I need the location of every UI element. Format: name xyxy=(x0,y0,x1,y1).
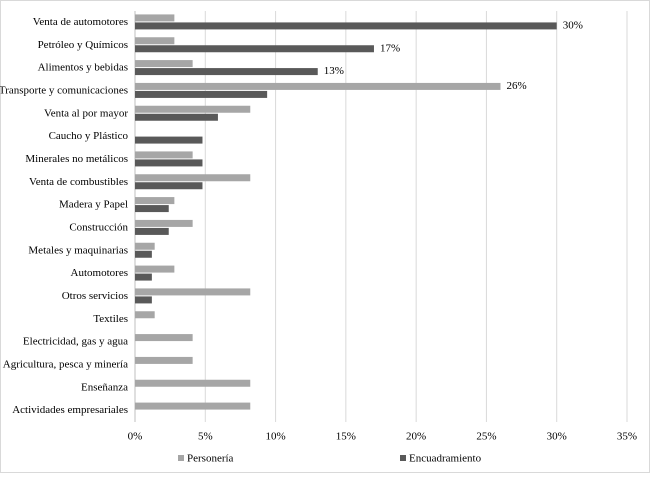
bar xyxy=(135,311,155,319)
y-tick-label: Transporte y comunicaciones xyxy=(0,84,128,96)
y-tick-label: Venta de automotores xyxy=(33,16,128,28)
x-tick-label: 5% xyxy=(198,431,213,443)
bar xyxy=(135,219,193,227)
bar xyxy=(135,159,203,167)
y-tick-label: Petróleo y Químicos xyxy=(38,39,128,51)
bar xyxy=(135,402,251,410)
y-tick-label: Metales y maquinarias xyxy=(28,244,128,256)
legend-swatch xyxy=(400,455,406,461)
y-tick-label: Minerales no metálicos xyxy=(25,153,128,165)
legend-label: Personería xyxy=(187,453,234,465)
x-tick-label: 20% xyxy=(406,431,426,443)
y-tick-label: Otros servicios xyxy=(62,290,128,302)
x-tick-label: 0% xyxy=(128,431,143,443)
x-tick-label: 15% xyxy=(336,431,356,443)
bar xyxy=(135,151,193,159)
bar xyxy=(135,356,193,364)
value-label: 30% xyxy=(563,19,583,31)
bar xyxy=(135,273,152,281)
bar xyxy=(135,242,155,250)
bar xyxy=(135,113,218,121)
y-tick-label: Construcción xyxy=(69,221,128,233)
bar xyxy=(135,14,175,22)
bar xyxy=(135,82,501,90)
y-tick-label: Caucho y Plástico xyxy=(49,130,129,142)
y-tick-label: Alimentos y bebidas xyxy=(38,62,128,74)
y-tick-label: Madera y Papel xyxy=(59,199,128,211)
bar xyxy=(135,60,193,68)
bar xyxy=(135,288,251,296)
value-label: 17% xyxy=(380,42,400,54)
bar xyxy=(135,37,175,45)
y-tick-label: Textiles xyxy=(93,313,128,325)
bar xyxy=(135,250,152,258)
bar xyxy=(135,45,374,53)
x-tick-label: 35% xyxy=(617,431,637,443)
bar xyxy=(135,68,318,76)
bar xyxy=(135,174,251,182)
value-label: 13% xyxy=(324,65,344,77)
bar xyxy=(135,379,251,387)
legend-label: Encuadramiento xyxy=(409,453,482,465)
bar xyxy=(135,136,203,144)
bar xyxy=(135,22,557,30)
bar xyxy=(135,296,152,304)
y-tick-label: Venta de combustibles xyxy=(29,176,128,188)
bar xyxy=(135,265,175,273)
y-tick-label: Venta al por mayor xyxy=(44,107,128,119)
bar xyxy=(135,227,169,235)
bar xyxy=(135,182,203,190)
bar xyxy=(135,90,268,98)
legend-swatch xyxy=(178,455,184,461)
bar xyxy=(135,334,193,342)
value-label: 26% xyxy=(506,80,526,92)
x-tick-label: 25% xyxy=(476,431,496,443)
bar xyxy=(135,197,175,205)
y-tick-label: Enseñanza xyxy=(81,381,128,393)
x-tick-label: 10% xyxy=(265,431,285,443)
y-tick-label: Electricidad, gas y agua xyxy=(23,336,128,348)
x-tick-label: 30% xyxy=(547,431,567,443)
y-tick-label: Automotores xyxy=(71,267,128,279)
y-tick-label: Actividades empresariales xyxy=(12,404,128,416)
bar xyxy=(135,105,251,113)
bar xyxy=(135,205,169,213)
y-tick-label: Agricultura, pesca y minería xyxy=(3,358,128,370)
